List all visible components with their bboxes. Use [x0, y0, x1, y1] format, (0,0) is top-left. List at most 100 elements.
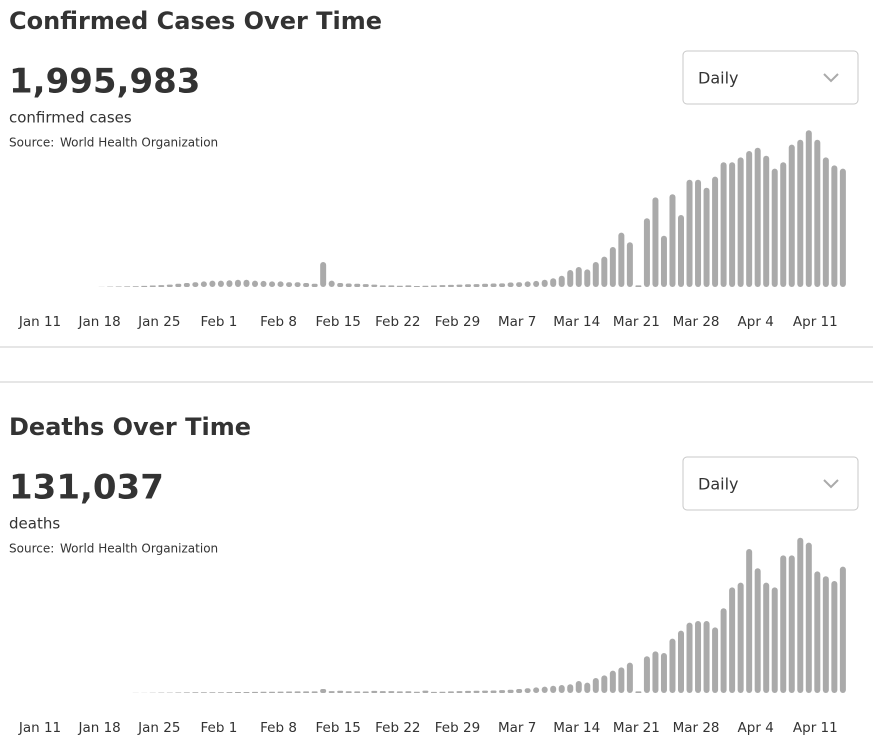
x-tick-label: Apr 4: [738, 314, 774, 330]
bar: [260, 691, 267, 693]
bar: [354, 283, 361, 287]
bar: [831, 581, 838, 693]
bar: [584, 682, 591, 693]
x-tick-label: Apr 11: [793, 314, 838, 330]
bar: [388, 285, 395, 287]
bar: [226, 692, 233, 693]
bar: [200, 692, 207, 693]
bar: [234, 692, 241, 693]
bar: [678, 630, 684, 693]
x-tick-label: Feb 15: [316, 314, 361, 330]
bar: [737, 582, 744, 693]
bar: [763, 582, 770, 693]
bar: [720, 608, 727, 693]
bar: [703, 621, 710, 693]
bar: [533, 687, 540, 693]
bar: [652, 197, 659, 287]
bar: [192, 692, 199, 693]
bar: [703, 187, 710, 287]
bar: [788, 555, 795, 693]
x-tick-label: Jan 18: [77, 314, 120, 330]
bar: [712, 627, 719, 693]
bar: [320, 689, 327, 693]
bar: [456, 284, 463, 287]
bar: [482, 283, 489, 287]
bar: [337, 283, 344, 287]
bar: [166, 284, 173, 287]
bar: [626, 242, 633, 287]
bar: [797, 139, 804, 287]
source: World Health Organization: [60, 542, 218, 556]
bar: [541, 686, 548, 693]
bar: [754, 568, 761, 693]
bar: [635, 691, 642, 693]
bar: [234, 279, 241, 287]
dropdown-chevron: [823, 73, 839, 83]
bar: [558, 685, 565, 693]
bar: [669, 194, 676, 287]
bar: [320, 262, 327, 287]
bar: [141, 285, 148, 287]
dropdown-value[interactable]: Daily: [698, 475, 738, 494]
bar: [465, 284, 471, 287]
bar: [822, 157, 829, 287]
bar: [686, 622, 693, 693]
x-tick-label: Feb 22: [375, 720, 420, 736]
bar: [328, 280, 335, 287]
bar: [362, 284, 369, 287]
bar: [516, 689, 523, 693]
bar: [311, 283, 318, 287]
bar: [541, 279, 548, 287]
bar: [439, 285, 446, 287]
dropdown[interactable]: [682, 456, 859, 511]
bar: [294, 691, 301, 693]
bar: [592, 677, 599, 693]
bar: [430, 285, 437, 287]
bar: [754, 147, 761, 287]
bar: [192, 282, 199, 287]
x-tick-label: Jan 25: [137, 720, 180, 736]
bar: [839, 168, 846, 287]
bar: [217, 692, 224, 693]
bar: [447, 691, 454, 693]
bar: [729, 587, 736, 693]
total: 131,037: [9, 468, 164, 508]
x-tick-label: Feb 1: [201, 314, 238, 330]
bar: [618, 232, 625, 287]
bar: [524, 281, 531, 287]
x-tick-label: Mar 21: [613, 720, 660, 736]
dropdown-value[interactable]: Daily: [698, 69, 738, 88]
bar: [643, 218, 650, 287]
bar: [328, 691, 335, 693]
bar: [405, 691, 412, 693]
bar: [269, 691, 276, 693]
x-tick-label: Jan 18: [77, 720, 120, 736]
total-label: confirmed cases: [9, 109, 132, 127]
dropdown[interactable]: [682, 50, 859, 105]
bar: [660, 653, 667, 693]
bar: [575, 267, 582, 287]
bar: [695, 621, 702, 693]
x-tick-label: Apr 4: [738, 720, 774, 736]
x-tick-label: Mar 7: [498, 720, 536, 736]
bar: [209, 280, 216, 287]
bar: [388, 691, 395, 693]
bar: [269, 281, 276, 287]
bar: [439, 691, 446, 693]
bar: [737, 157, 744, 287]
bar: [720, 162, 727, 287]
bar: [405, 285, 412, 287]
bar: [805, 542, 812, 693]
bar: [252, 280, 258, 287]
x-tick-label: Mar 14: [553, 720, 600, 736]
bar: [311, 691, 318, 693]
bar: [226, 280, 233, 287]
bar: [771, 587, 778, 693]
bar: [626, 662, 633, 693]
total-label: deaths: [9, 515, 60, 533]
bar: [805, 130, 812, 287]
bar: [209, 692, 216, 693]
x-tick-label: Feb 22: [375, 314, 420, 330]
bar: [507, 689, 514, 693]
bar: [473, 284, 480, 287]
